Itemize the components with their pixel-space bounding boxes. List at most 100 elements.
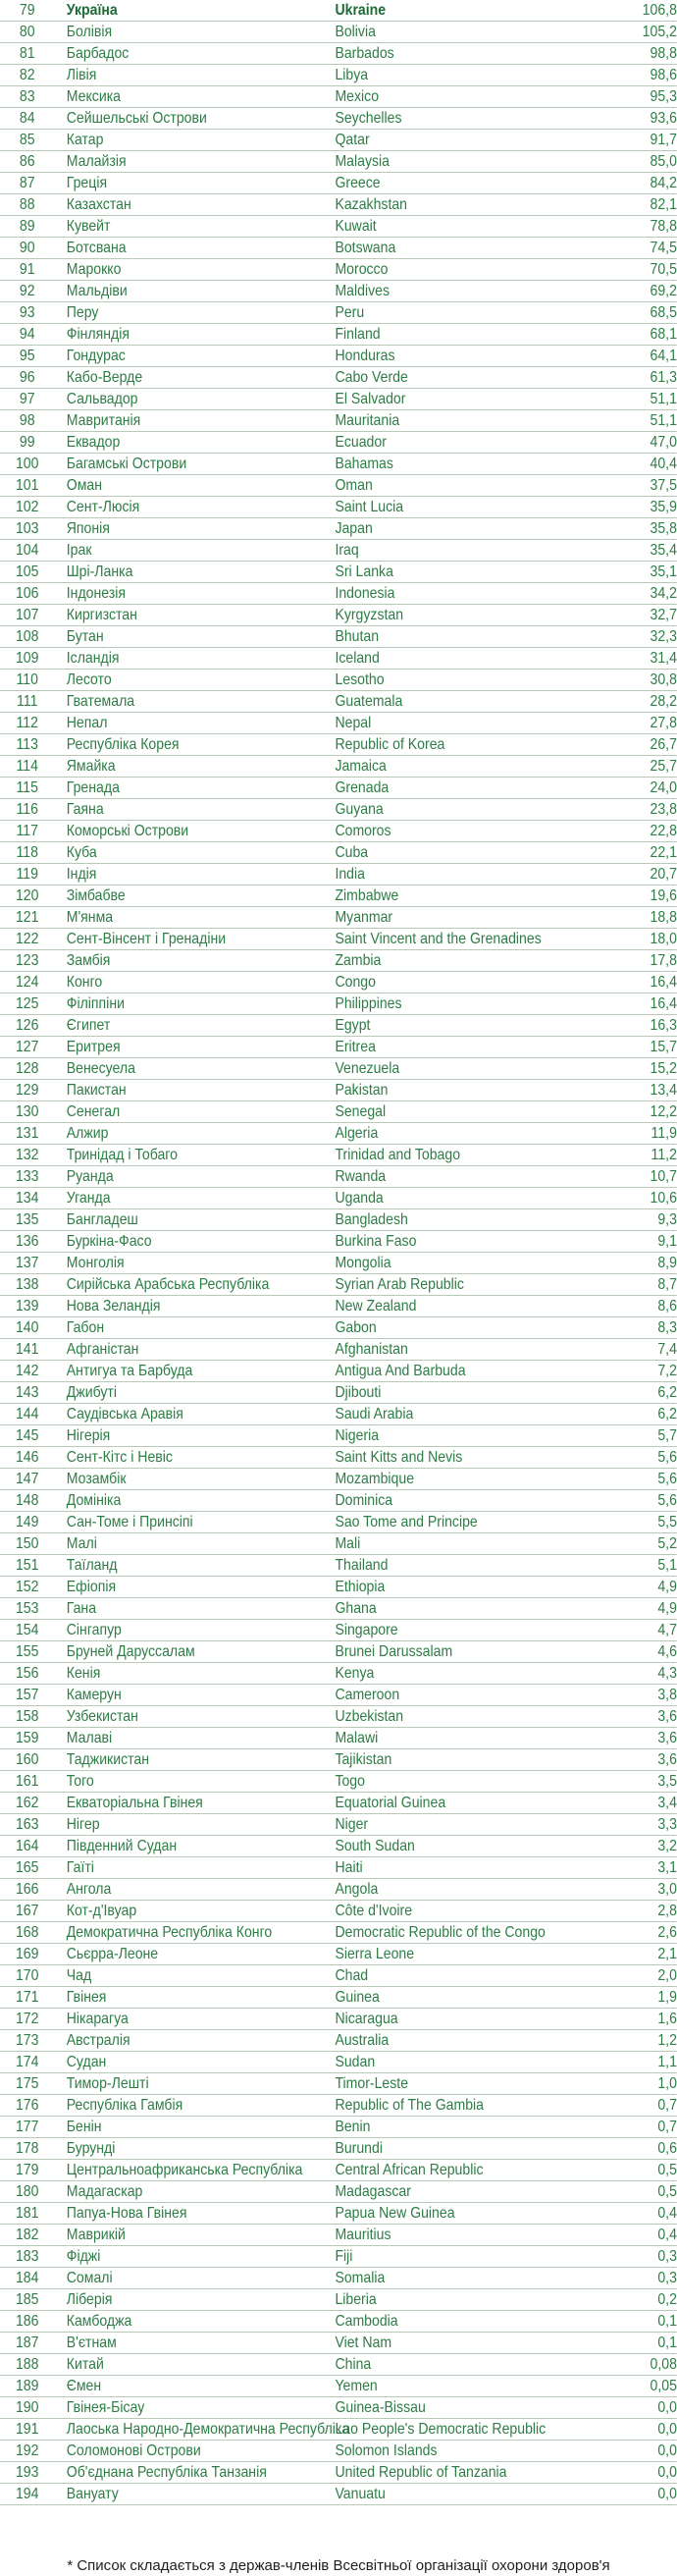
country-en-cell: Malaysia	[335, 153, 391, 170]
value-cell: 24,0	[650, 779, 677, 796]
country-ua-cell: Індонезія	[66, 585, 126, 602]
table-row: 164 Південний Судан South Sudan 3,2	[0, 1836, 677, 1857]
country-en-cell: Burundi	[335, 2140, 383, 2157]
country-en-cell: Solomon Islands	[335, 2442, 438, 2459]
rank-cell: 99	[19, 434, 35, 451]
value-cell: 0,1	[657, 2313, 677, 2330]
table-row: 182 Маврикій Mauritius 0,4	[0, 2225, 677, 2246]
rank-cell: 93	[19, 304, 35, 321]
rank-cell: 127	[15, 1039, 39, 1055]
table-row: 192 Соломонові Острови Solomon Islands 0,0	[0, 2441, 677, 2462]
country-en-cell: Kazakhstan	[335, 196, 408, 213]
rank-cell: 139	[15, 1298, 39, 1315]
country-en-cell: Viet Nam	[335, 2334, 392, 2351]
country-ua-cell: Вануату	[66, 2486, 119, 2502]
rank-cell: 154	[15, 1622, 39, 1638]
country-en-cell: Bangladesh	[335, 1211, 408, 1228]
rank-cell: 131	[15, 1125, 39, 1142]
value-cell: 0,1	[657, 2334, 677, 2351]
country-en-cell: Senegal	[335, 1103, 387, 1120]
country-en-cell: Oman	[335, 477, 373, 494]
country-en-cell: Democratic Republic of the Congo	[335, 1924, 546, 1941]
country-ua-cell: Ємен	[66, 2378, 102, 2394]
country-ua-cell: Сьєрра-Леоне	[66, 1946, 159, 1962]
value-cell: 18,0	[650, 931, 677, 947]
country-ua-cell: Чад	[66, 1967, 92, 1984]
country-en-cell: Bolivia	[335, 24, 376, 40]
table-row: 107 Киргизстан Kyrgyzstan 32,7	[0, 605, 677, 626]
value-cell: 69,2	[650, 283, 677, 299]
country-ua-cell: Кувейт	[66, 218, 111, 235]
rank-cell: 130	[15, 1103, 39, 1120]
country-en-cell: Saudi Arabia	[335, 1406, 414, 1422]
rank-cell: 169	[15, 1946, 39, 1962]
country-ua-cell: Сирійська Арабська Республіка	[66, 1276, 270, 1293]
country-ua-cell: Малайзія	[66, 153, 127, 170]
value-cell: 0,0	[657, 2399, 677, 2416]
table-row: 93 Перу Peru 68,5	[0, 302, 677, 324]
rank-cell: 175	[15, 2075, 39, 2092]
rank-cell: 187	[15, 2334, 39, 2351]
rank-cell: 101	[15, 477, 39, 494]
country-ua-cell: Джибуті	[66, 1384, 117, 1401]
country-en-cell: Chad	[335, 1967, 369, 1984]
value-cell: 27,8	[650, 715, 677, 731]
value-cell: 105,2	[642, 24, 677, 40]
table-row: 170 Чад Chad 2,0	[0, 1965, 677, 1987]
table-row: 100 Багамські Острови Bahamas 40,4	[0, 454, 677, 475]
rank-cell: 177	[15, 2119, 39, 2135]
country-ua-cell: Болівія	[66, 24, 113, 40]
rank-cell: 128	[15, 1060, 39, 1077]
value-cell: 23,8	[650, 801, 677, 818]
rank-cell: 145	[15, 1427, 39, 1444]
value-cell: 0,4	[657, 2205, 677, 2222]
country-en-cell: Burkina Faso	[335, 1233, 417, 1250]
country-en-cell: New Zealand	[335, 1298, 417, 1315]
country-en-cell: Morocco	[335, 261, 389, 278]
table-row: 121 М'янма Myanmar 18,8	[0, 907, 677, 929]
value-cell: 85,0	[650, 153, 677, 170]
value-cell: 0,0	[657, 2486, 677, 2502]
country-ua-cell: Камбоджа	[66, 2313, 132, 2330]
table-row: 88 Казахстан Kazakhstan 82,1	[0, 194, 677, 216]
country-ua-cell: Кот-д'Івуар	[66, 1903, 137, 1919]
country-ua-cell: Мексика	[66, 88, 122, 105]
country-en-cell: Uzbekistan	[335, 1708, 404, 1725]
value-cell: 34,2	[650, 585, 677, 602]
country-en-cell: Brunei Darussalam	[335, 1643, 453, 1660]
table-row: 83 Мексика Mexico 95,3	[0, 86, 677, 108]
value-cell: 16,4	[650, 995, 677, 1012]
table-row: 95 Гондурас Honduras 64,1	[0, 346, 677, 367]
value-cell: 3,5	[657, 1773, 677, 1790]
value-cell: 0,7	[657, 2119, 677, 2135]
country-en-cell: Qatar	[335, 132, 370, 148]
rank-cell: 120	[15, 887, 39, 904]
table-row: 177 Бенін Benin 0,7	[0, 2117, 677, 2138]
rank-cell: 147	[15, 1471, 39, 1487]
table-row: 132 Тринідад і Тобаго Trinidad and Tobago 1…	[0, 1145, 677, 1166]
country-en-cell: Cambodia	[335, 2313, 398, 2330]
rank-cell: 189	[15, 2378, 39, 2394]
country-en-cell: Central African Republic	[335, 2162, 484, 2178]
country-ua-cell: Саудівська Аравія	[66, 1406, 183, 1422]
rank-cell: 97	[19, 391, 35, 407]
table-row: 166 Ангола Angola 3,0	[0, 1879, 677, 1901]
country-ua-cell: Маврикій	[66, 2227, 126, 2243]
value-cell: 11,2	[651, 1147, 677, 1163]
country-ua-cell: Монголія	[66, 1255, 125, 1271]
value-cell: 9,3	[657, 1211, 677, 1228]
country-ua-cell: Екваторіальна Гвінея	[66, 1795, 203, 1811]
table-row: 181 Папуа-Нова Гвінея Papua New Guinea 0,4	[0, 2203, 677, 2225]
rank-cell: 166	[15, 1881, 39, 1898]
value-cell: 0,0	[657, 2464, 677, 2481]
country-ua-cell: Пакистан	[66, 1082, 127, 1099]
table-row: 113 Республіка Корея Republic of Korea 26,7	[0, 734, 677, 756]
rank-cell: 156	[15, 1665, 39, 1682]
table-row: 167 Кот-д'Івуар Côte d'Ivoire 2,8	[0, 1901, 677, 1922]
rank-cell: 95	[19, 348, 35, 364]
country-en-cell: Japan	[335, 520, 373, 537]
rank-cell: 91	[19, 261, 35, 278]
country-ua-cell: Об'єднана Республіка Танзанія	[66, 2464, 267, 2481]
table-row: 149 Сан-Томе і Принсіпі Sao Tome and Princ…	[0, 1512, 677, 1533]
table-row: 80 Болівія Bolivia 105,2	[0, 22, 677, 43]
